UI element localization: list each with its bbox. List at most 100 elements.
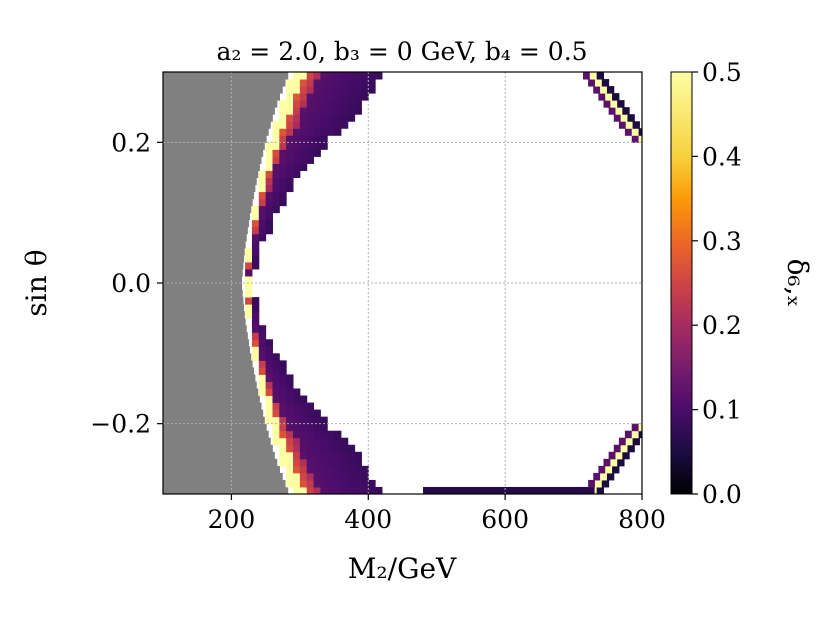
heatmap-cell [286, 374, 294, 382]
heatmap-cell [272, 184, 280, 193]
heatmap-cell [596, 72, 605, 80]
heatmap-cell [293, 416, 301, 425]
heatmap-cell [539, 486, 547, 494]
excluded-region-strip [163, 135, 267, 143]
heatmap-cell [286, 149, 294, 157]
heatmap-cell [306, 114, 315, 122]
heatmap-cell [347, 458, 356, 467]
excluded-region-strip [163, 100, 278, 108]
heatmap-cell [279, 451, 287, 460]
heatmap-cell [610, 458, 618, 467]
heatmap-cell [272, 170, 280, 178]
heatmap-cell [320, 79, 328, 87]
heatmap-cell [327, 86, 335, 94]
colorbar-tick-label: 0.5 [702, 58, 742, 87]
heatmap-cell [272, 423, 280, 432]
heatmap-cell [320, 107, 328, 115]
heatmap-cell [327, 451, 335, 460]
heatmap-cell [627, 114, 635, 122]
excluded-region-strip [163, 479, 286, 488]
heatmap-cell [610, 100, 618, 108]
excluded-region-strip [163, 93, 281, 101]
heatmap-cell [347, 93, 356, 101]
heatmap-cell [313, 472, 321, 481]
heatmap-cell [638, 135, 642, 143]
heatmap-cell [354, 472, 362, 481]
heatmap-cell [265, 219, 273, 228]
heatmap-cell [279, 121, 287, 129]
heatmap-cell [265, 142, 273, 150]
heatmap-cell [334, 86, 342, 94]
heatmap-cell [347, 79, 356, 87]
heatmap-cell [340, 486, 349, 494]
heatmap-cell [334, 114, 342, 122]
heatmap-cell [593, 86, 601, 94]
heatmap-cell [347, 465, 356, 474]
heatmap-cell [286, 402, 294, 411]
heatmap-cell [306, 472, 315, 481]
heatmap-cell [306, 430, 315, 439]
heatmap-cell [566, 486, 575, 494]
heatmap-cell [470, 486, 479, 494]
heatmap-cell [347, 100, 356, 108]
heatmap-cell [606, 86, 615, 94]
excluded-region-strip [163, 156, 262, 164]
heatmap-cell [354, 479, 362, 488]
y-tick-label: 0.0 [111, 269, 151, 298]
heatmap-cell [327, 472, 335, 481]
heatmap-cell [251, 353, 260, 361]
heatmap-cell [272, 402, 280, 411]
heatmap-cell [286, 458, 294, 467]
heatmap-cell [354, 79, 362, 87]
heatmap-cell [334, 465, 342, 474]
heatmap-cell [258, 374, 267, 382]
excluded-region-strip [163, 212, 251, 221]
heatmap-cell [293, 163, 301, 171]
heatmap-cell [286, 465, 294, 474]
heatmap-cell [320, 423, 328, 432]
heatmap-cell [361, 486, 369, 494]
heatmap-cell [632, 121, 640, 129]
heatmap-cell [279, 395, 287, 404]
heatmap-cell [272, 430, 280, 439]
heatmap-cell [320, 444, 328, 453]
heatmap-cell [518, 486, 527, 494]
heatmap-cell [286, 395, 294, 404]
heatmap-cell [286, 170, 294, 178]
heatmap-cell [293, 458, 301, 467]
heatmap-cell [293, 486, 301, 494]
heatmap-cell [484, 486, 492, 494]
heatmap-cell [258, 353, 267, 361]
excluded-region-strip [163, 184, 256, 193]
heatmap-cell [279, 409, 287, 418]
heatmap-cell [477, 486, 486, 494]
heatmap-cell [306, 86, 315, 94]
heatmap-cell [279, 142, 287, 150]
heatmap-cell [334, 121, 342, 129]
heatmap-cell [361, 93, 369, 101]
heatmap-cell [594, 79, 603, 87]
excluded-region-strip [163, 107, 275, 115]
heatmap-cell [293, 156, 301, 164]
heatmap-cell [251, 247, 260, 256]
heatmap-cell [600, 86, 608, 94]
heatmap-cell [299, 458, 308, 467]
heatmap-cell [573, 486, 581, 494]
heatmap-cell [251, 219, 260, 228]
colorbar-ticks: 0.0 0.1 0.2 0.3 0.4 0.5 [692, 58, 742, 509]
heatmap-cell [293, 402, 301, 411]
heatmap-cell [632, 437, 640, 446]
heatmap-cell [313, 416, 321, 425]
heatmap-cell [622, 451, 630, 460]
heatmap-cell [334, 72, 342, 80]
excluded-region-strip [163, 240, 246, 249]
heatmap-cell [279, 149, 287, 157]
heatmap-cell [443, 486, 451, 494]
heatmap-cell [286, 437, 294, 446]
heatmap-cell [340, 114, 349, 122]
heatmap-cell [258, 233, 267, 242]
heatmap-cell [286, 451, 294, 460]
heatmap-cell [498, 486, 506, 494]
heatmap-cell [306, 409, 315, 418]
heatmap-cell [293, 135, 301, 143]
